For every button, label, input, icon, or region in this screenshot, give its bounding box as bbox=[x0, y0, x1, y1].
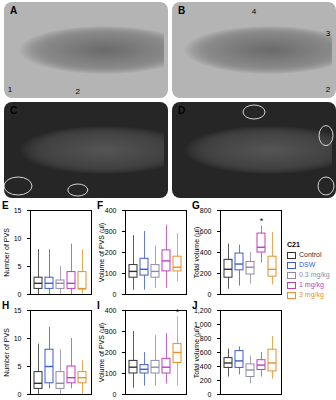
svg-text:200: 200 bbox=[200, 377, 212, 384]
svg-text:0: 0 bbox=[113, 391, 117, 398]
svg-text:400: 400 bbox=[200, 363, 212, 370]
svg-text:3: 3 bbox=[326, 29, 331, 38]
svg-text:800: 800 bbox=[200, 207, 212, 214]
svg-text:600: 600 bbox=[200, 349, 212, 356]
svg-text:400: 400 bbox=[105, 207, 117, 214]
svg-text:Total volume (µl): Total volume (µl) bbox=[193, 227, 201, 279]
svg-text:800: 800 bbox=[200, 335, 212, 342]
svg-text:D: D bbox=[178, 105, 185, 116]
svg-text:10: 10 bbox=[14, 235, 22, 242]
svg-text:Total volume (µl): Total volume (µl) bbox=[193, 327, 201, 379]
svg-text:0: 0 bbox=[113, 291, 117, 298]
svg-text:*: * bbox=[176, 307, 180, 317]
svg-text:600: 600 bbox=[200, 228, 212, 235]
svg-text:0: 0 bbox=[18, 291, 22, 298]
svg-text:B: B bbox=[178, 5, 185, 16]
svg-text:100: 100 bbox=[105, 270, 117, 277]
svg-text:Volume of PVS (µl): Volume of PVS (µl) bbox=[98, 223, 106, 282]
svg-text:Number of PVS: Number of PVS bbox=[3, 228, 10, 277]
svg-text:Number of PVS: Number of PVS bbox=[3, 328, 10, 377]
svg-text:0: 0 bbox=[208, 391, 212, 398]
svg-text:2: 2 bbox=[76, 87, 81, 96]
svg-text:15: 15 bbox=[14, 207, 22, 214]
svg-text:Volume of PVS (µl): Volume of PVS (µl) bbox=[98, 323, 106, 382]
svg-text:300: 300 bbox=[105, 328, 117, 335]
svg-text:400: 400 bbox=[105, 307, 117, 314]
svg-text:1: 1 bbox=[8, 85, 13, 94]
svg-text:200: 200 bbox=[200, 270, 212, 277]
svg-text:2: 2 bbox=[326, 85, 331, 94]
svg-text:C: C bbox=[10, 105, 17, 116]
svg-text:A: A bbox=[10, 5, 17, 16]
svg-text:10: 10 bbox=[14, 335, 22, 342]
svg-text:1,000: 1,000 bbox=[194, 321, 212, 328]
svg-text:15: 15 bbox=[14, 307, 22, 314]
svg-text:*: * bbox=[260, 216, 264, 226]
svg-text:200: 200 bbox=[105, 349, 117, 356]
svg-text:100: 100 bbox=[105, 370, 117, 377]
svg-text:400: 400 bbox=[200, 249, 212, 256]
svg-text:5: 5 bbox=[18, 363, 22, 370]
svg-text:4: 4 bbox=[252, 7, 257, 16]
svg-text:5: 5 bbox=[18, 263, 22, 270]
svg-text:0: 0 bbox=[18, 391, 22, 398]
svg-text:300: 300 bbox=[105, 228, 117, 235]
svg-text:0: 0 bbox=[208, 291, 212, 298]
svg-text:200: 200 bbox=[105, 249, 117, 256]
